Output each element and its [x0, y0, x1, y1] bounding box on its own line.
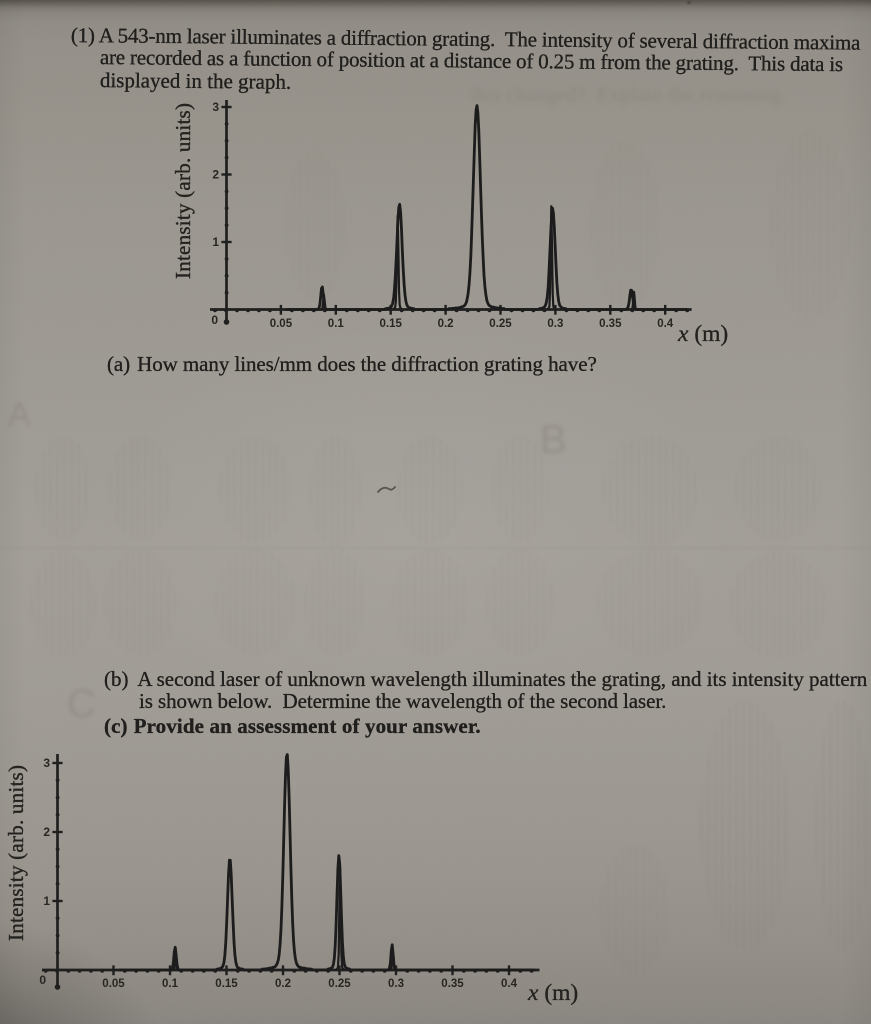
svg-text:0.05: 0.05: [102, 978, 125, 990]
svg-text:3: 3: [43, 756, 50, 770]
svg-text:0.25: 0.25: [489, 318, 512, 330]
svg-text:1: 1: [212, 235, 219, 249]
svg-text:0.25: 0.25: [328, 978, 351, 990]
svg-text:0.2: 0.2: [275, 978, 291, 990]
svg-text:0.3: 0.3: [388, 978, 404, 990]
svg-text:0.15: 0.15: [215, 978, 238, 990]
svg-text:0.1: 0.1: [328, 318, 345, 330]
svg-text:0.35: 0.35: [441, 978, 464, 990]
svg-text:3: 3: [212, 100, 219, 114]
svg-text:0: 0: [39, 973, 46, 987]
svg-text:0.1: 0.1: [162, 978, 179, 990]
svg-text:0: 0: [211, 313, 218, 327]
svg-text:Intensity (arb. units): Intensity (arb. units): [171, 103, 195, 279]
svg-text:0.35: 0.35: [599, 318, 622, 330]
svg-text:0.2: 0.2: [438, 318, 454, 330]
svg-text:x (m): x (m): [677, 321, 728, 347]
svg-text:0.05: 0.05: [270, 318, 293, 330]
svg-text:2: 2: [43, 825, 50, 839]
svg-text:Intensity (arb. units): Intensity (arb. units): [4, 765, 28, 941]
svg-text:1: 1: [43, 894, 50, 908]
svg-text:2: 2: [212, 168, 219, 182]
svg-text:0.15: 0.15: [380, 318, 403, 330]
svg-text:0.4: 0.4: [501, 978, 518, 990]
svg-text:0.4: 0.4: [657, 318, 674, 330]
svg-text:x (m): x (m): [527, 980, 578, 1006]
svg-text:0.3: 0.3: [547, 318, 563, 330]
